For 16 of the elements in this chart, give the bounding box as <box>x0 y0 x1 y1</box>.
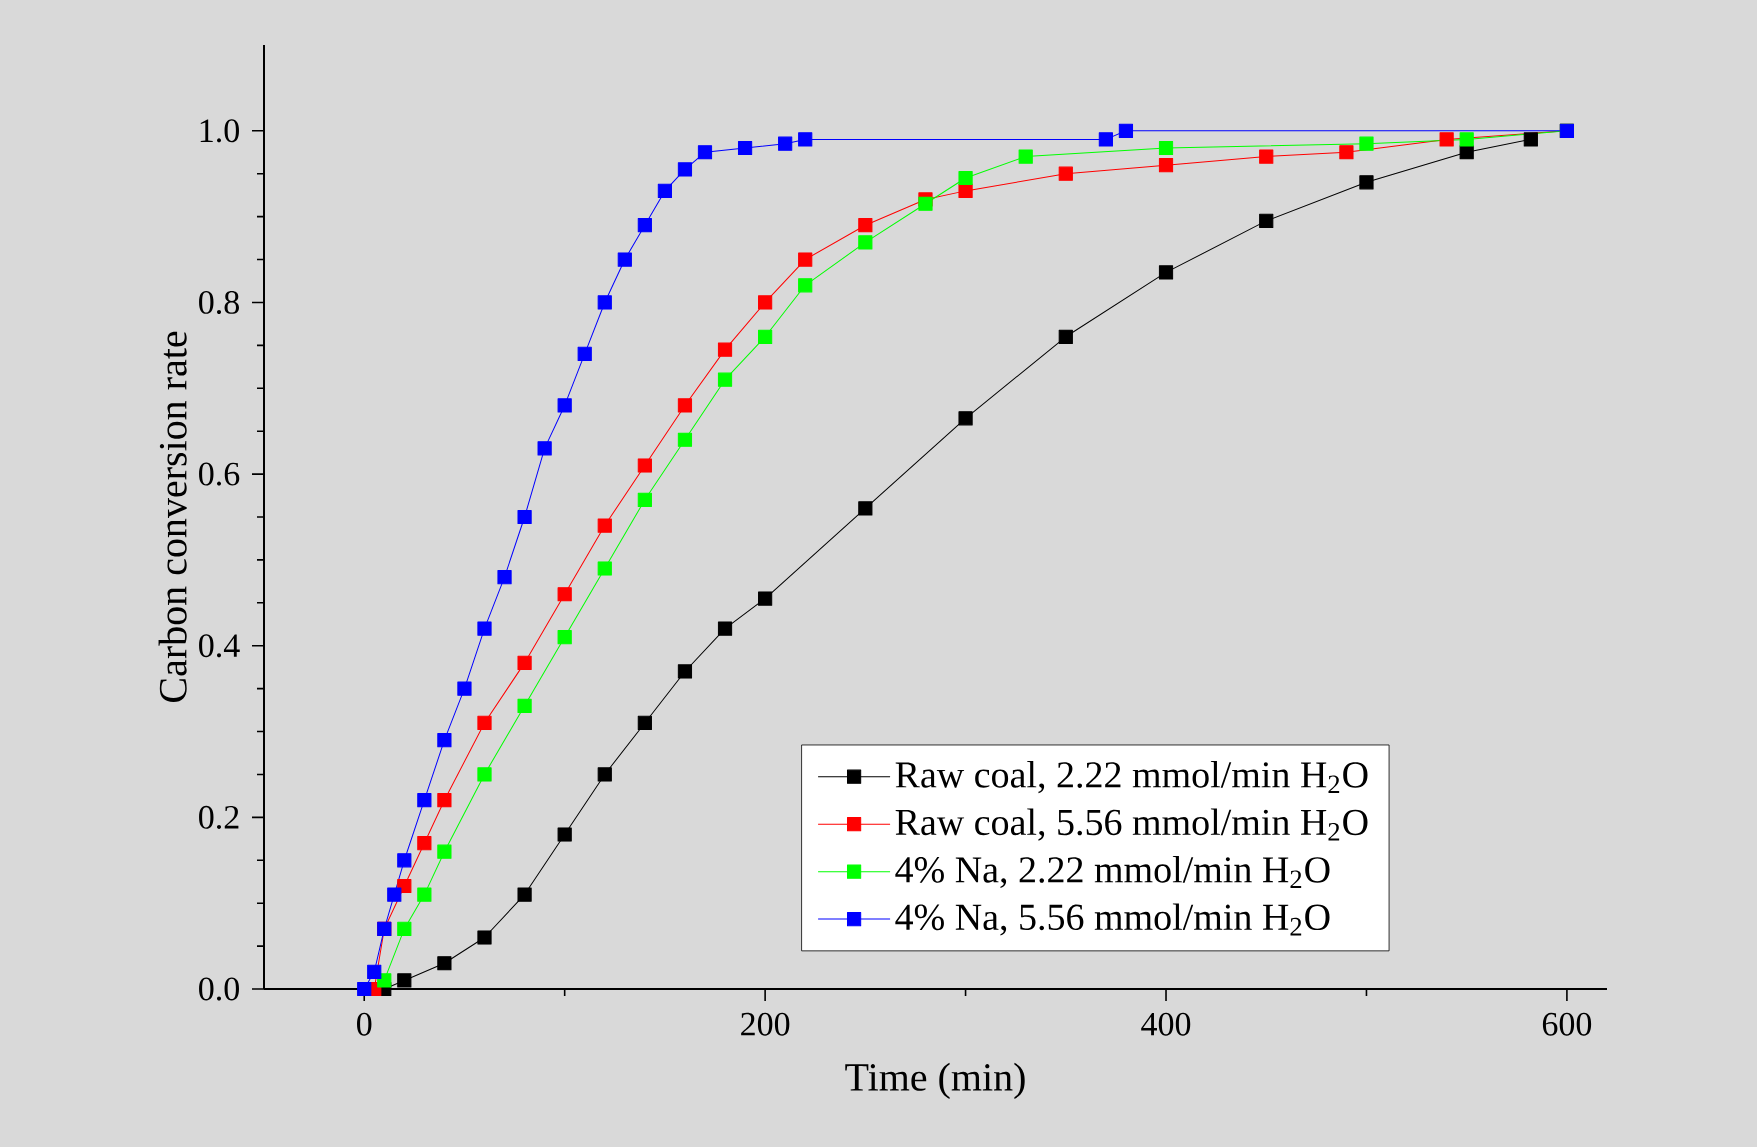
y-tick-label: 0.6 <box>199 462 240 486</box>
y-tick-label: 0.0 <box>199 977 239 1001</box>
x-tick-label: 0 <box>357 1012 372 1036</box>
legend-label: Raw coal, 5.56 mmol/min H$_{2}$O <box>895 808 1368 841</box>
x-tick-label: 200 <box>741 1012 790 1036</box>
y-tick-label: 1.0 <box>200 119 239 143</box>
x-tick-label: 600 <box>1542 1012 1592 1036</box>
legend-label: Raw coal, 2.22 mmol/min H$_{2}$O <box>895 761 1368 794</box>
x-axis-title: Time (min) <box>845 1062 1025 1099</box>
x-tick-label: 400 <box>1141 1012 1191 1036</box>
legend-label: 4% Na, 5.56 mmol/min H$_{2}$O <box>895 903 1330 936</box>
y-tick-label: 0.8 <box>199 290 239 314</box>
y-tick-label: 0.4 <box>199 634 240 658</box>
y-tick-label: 0.2 <box>199 805 239 829</box>
y-axis-title: Carbon conversion rate <box>158 331 187 702</box>
legend-label: 4% Na, 2.22 mmol/min H$_{2}$O <box>895 855 1330 889</box>
